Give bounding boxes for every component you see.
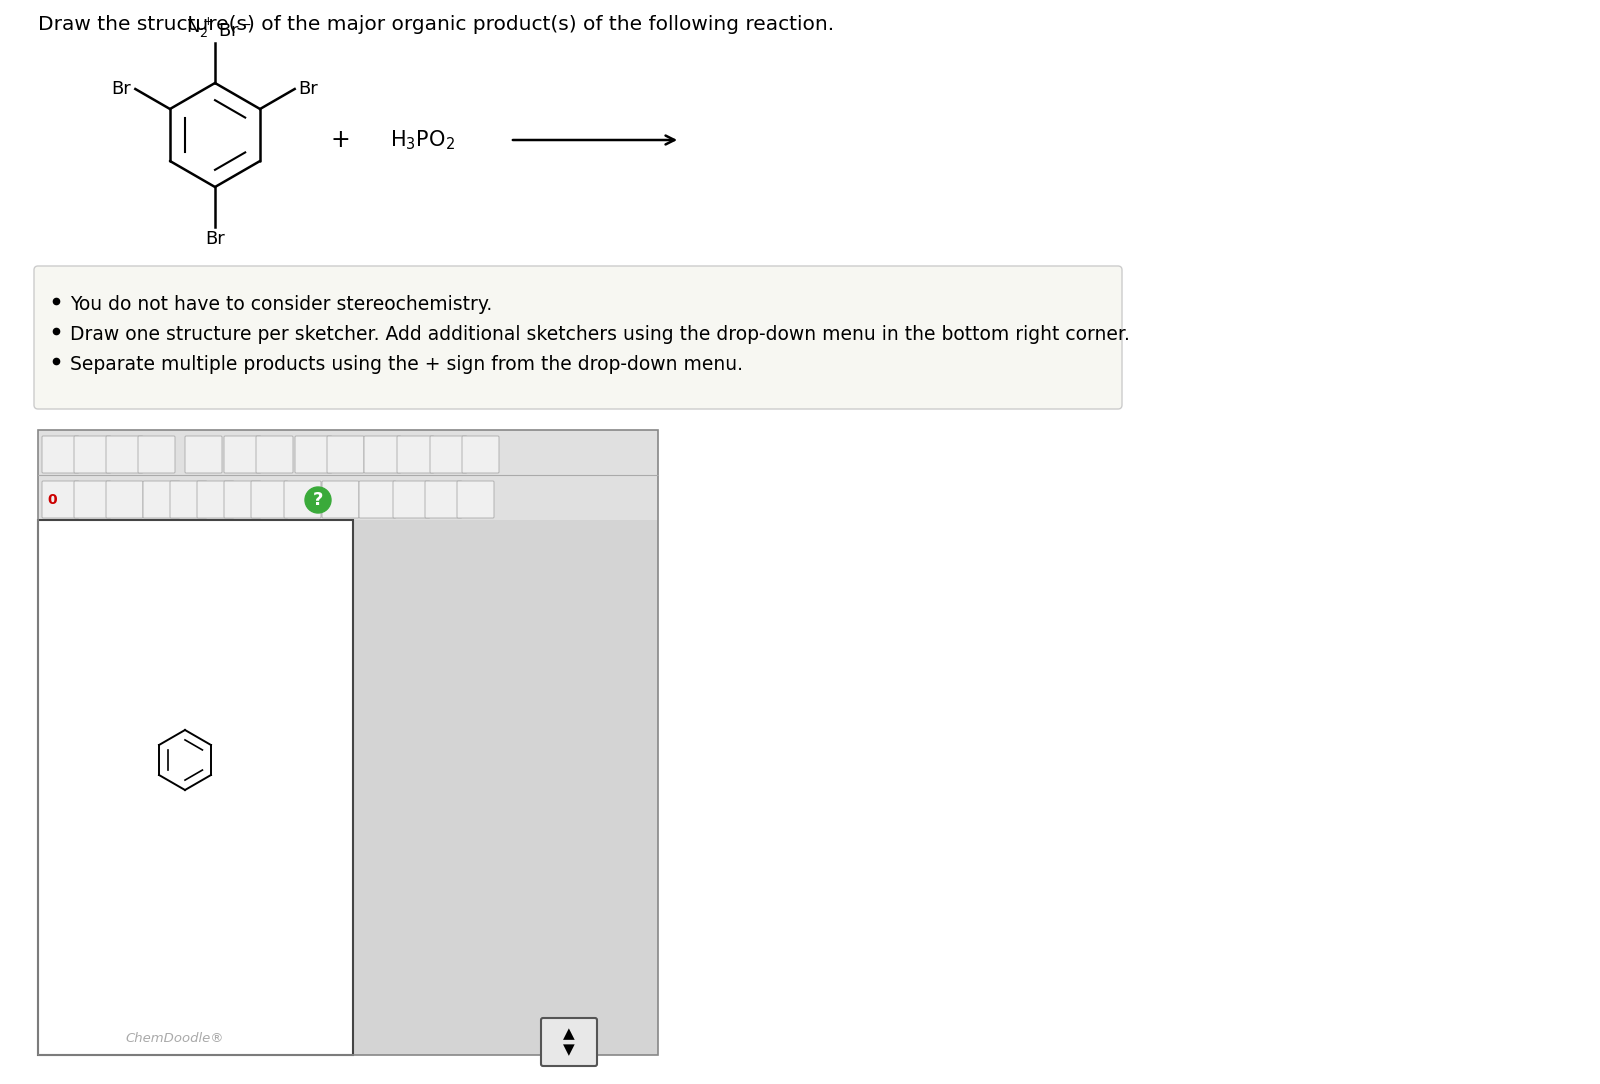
- FancyBboxPatch shape: [42, 436, 78, 473]
- FancyBboxPatch shape: [541, 1018, 597, 1066]
- FancyBboxPatch shape: [74, 436, 110, 473]
- FancyBboxPatch shape: [106, 436, 142, 473]
- FancyBboxPatch shape: [365, 436, 402, 473]
- Text: ?: ?: [314, 491, 323, 509]
- FancyBboxPatch shape: [394, 481, 430, 518]
- Text: +: +: [330, 128, 350, 152]
- FancyBboxPatch shape: [186, 436, 222, 473]
- Text: 0: 0: [46, 492, 58, 506]
- Text: You do not have to consider stereochemistry.: You do not have to consider stereochemis…: [70, 295, 493, 314]
- FancyBboxPatch shape: [358, 481, 397, 518]
- FancyBboxPatch shape: [294, 436, 333, 473]
- FancyBboxPatch shape: [430, 436, 467, 473]
- FancyBboxPatch shape: [42, 481, 78, 518]
- FancyBboxPatch shape: [251, 481, 288, 518]
- FancyBboxPatch shape: [224, 481, 261, 518]
- FancyBboxPatch shape: [397, 436, 434, 473]
- FancyBboxPatch shape: [170, 481, 206, 518]
- Bar: [354, 520, 658, 1055]
- Bar: [38, 520, 354, 1055]
- Text: ▼: ▼: [563, 1043, 574, 1057]
- Circle shape: [306, 487, 331, 513]
- Text: Draw one structure per sketcher. Add additional sketchers using the drop-down me: Draw one structure per sketcher. Add add…: [70, 325, 1130, 344]
- FancyBboxPatch shape: [285, 481, 322, 518]
- FancyBboxPatch shape: [74, 481, 110, 518]
- Bar: [38, 430, 658, 1055]
- Text: Draw the structure(s) of the major organic product(s) of the following reaction.: Draw the structure(s) of the major organ…: [38, 15, 834, 34]
- Text: ChemDoodle®: ChemDoodle®: [126, 1032, 224, 1045]
- Text: Br$^-$: Br$^-$: [218, 22, 251, 40]
- Text: ▲: ▲: [563, 1027, 574, 1042]
- FancyBboxPatch shape: [224, 436, 261, 473]
- FancyBboxPatch shape: [426, 481, 462, 518]
- FancyBboxPatch shape: [197, 481, 234, 518]
- FancyBboxPatch shape: [138, 436, 174, 473]
- FancyBboxPatch shape: [462, 436, 499, 473]
- Bar: [38, 430, 658, 520]
- FancyBboxPatch shape: [142, 481, 179, 518]
- FancyBboxPatch shape: [106, 481, 142, 518]
- Text: N$_2^+$: N$_2^+$: [186, 15, 213, 40]
- Text: H$_3$PO$_2$: H$_3$PO$_2$: [390, 128, 454, 152]
- Text: Br: Br: [299, 80, 318, 98]
- Text: Br: Br: [112, 80, 131, 98]
- FancyBboxPatch shape: [256, 436, 293, 473]
- Text: Br: Br: [205, 230, 226, 248]
- FancyBboxPatch shape: [34, 266, 1122, 409]
- FancyBboxPatch shape: [326, 436, 365, 473]
- FancyBboxPatch shape: [458, 481, 494, 518]
- Text: Separate multiple products using the + sign from the drop-down menu.: Separate multiple products using the + s…: [70, 354, 742, 374]
- FancyBboxPatch shape: [322, 481, 358, 518]
